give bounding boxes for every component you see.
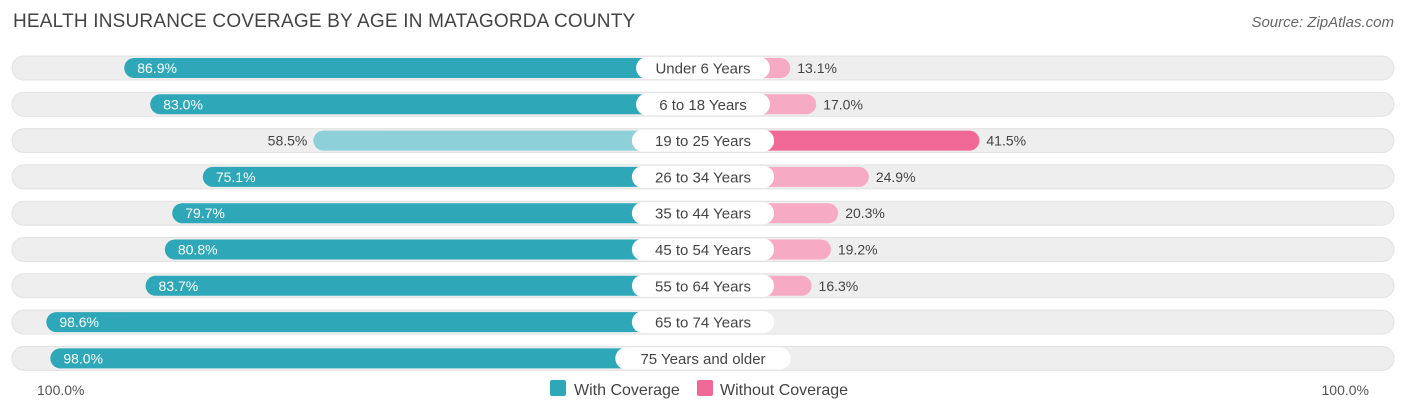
with-coverage-bar[interactable] [313, 130, 703, 151]
category-label: 65 to 74 Years [655, 315, 751, 332]
category-label: 19 to 25 Years [655, 133, 751, 150]
category-label: 35 to 44 Years [655, 206, 751, 223]
without-coverage-value: 24.9% [876, 169, 916, 185]
legend-swatch-without-coverage [697, 380, 713, 396]
with-coverage-bar[interactable] [50, 348, 703, 369]
with-coverage-bar[interactable] [145, 275, 704, 296]
category-pill [631, 129, 775, 152]
without-coverage-value: 41.5% [986, 133, 1026, 149]
without-coverage-value: 19.2% [838, 242, 878, 258]
category-label: 55 to 64 Years [655, 278, 751, 295]
category-pill [631, 311, 775, 334]
with-coverage-value: 98.0% [63, 350, 103, 366]
axis-left-label: 100.0% [37, 382, 84, 398]
with-coverage-bar[interactable] [172, 203, 703, 224]
without-coverage-value: 13.1% [797, 60, 837, 76]
category-pill [631, 238, 775, 261]
category-label: 45 to 54 Years [655, 242, 751, 259]
with-coverage-value: 83.0% [163, 96, 203, 112]
with-coverage-value: 58.5% [268, 133, 308, 149]
legend-label-without-coverage: Without Coverage [720, 382, 848, 399]
category-label: Under 6 Years [655, 61, 750, 78]
with-coverage-bar[interactable] [124, 58, 704, 78]
category-label: 26 to 34 Years [655, 169, 751, 186]
with-coverage-bar[interactable] [150, 94, 704, 115]
with-coverage-value: 83.7% [159, 278, 199, 294]
without-coverage-value: 17.0% [823, 96, 863, 112]
category-label: 75 Years and older [640, 351, 765, 368]
with-coverage-value: 79.7% [185, 205, 225, 221]
with-coverage-bar[interactable] [202, 166, 704, 187]
category-pill [615, 347, 791, 370]
with-coverage-value: 80.8% [178, 242, 218, 258]
source-note: Source: ZipAtlas.com [1251, 14, 1394, 31]
axis-right-label: 100.0% [1322, 382, 1369, 398]
category-pill [631, 202, 775, 225]
with-coverage-bar[interactable] [46, 312, 704, 333]
category-pill [636, 57, 770, 79]
with-coverage-value: 75.1% [216, 169, 256, 185]
with-coverage-value: 98.6% [59, 314, 99, 330]
category-pill [631, 274, 775, 297]
category-pill [636, 93, 770, 116]
legend-swatch-with-coverage [550, 380, 566, 396]
chart-title: HEALTH INSURANCE COVERAGE BY AGE IN MATA… [13, 11, 636, 32]
without-coverage-value: 20.3% [845, 205, 885, 221]
without-coverage-value: 16.3% [819, 278, 859, 294]
category-pill [631, 165, 775, 188]
category-label: 6 to 18 Years [659, 97, 747, 114]
with-coverage-bar[interactable] [164, 239, 703, 260]
legend-label-with-coverage: With Coverage [574, 382, 680, 399]
with-coverage-value: 86.9% [137, 60, 177, 76]
